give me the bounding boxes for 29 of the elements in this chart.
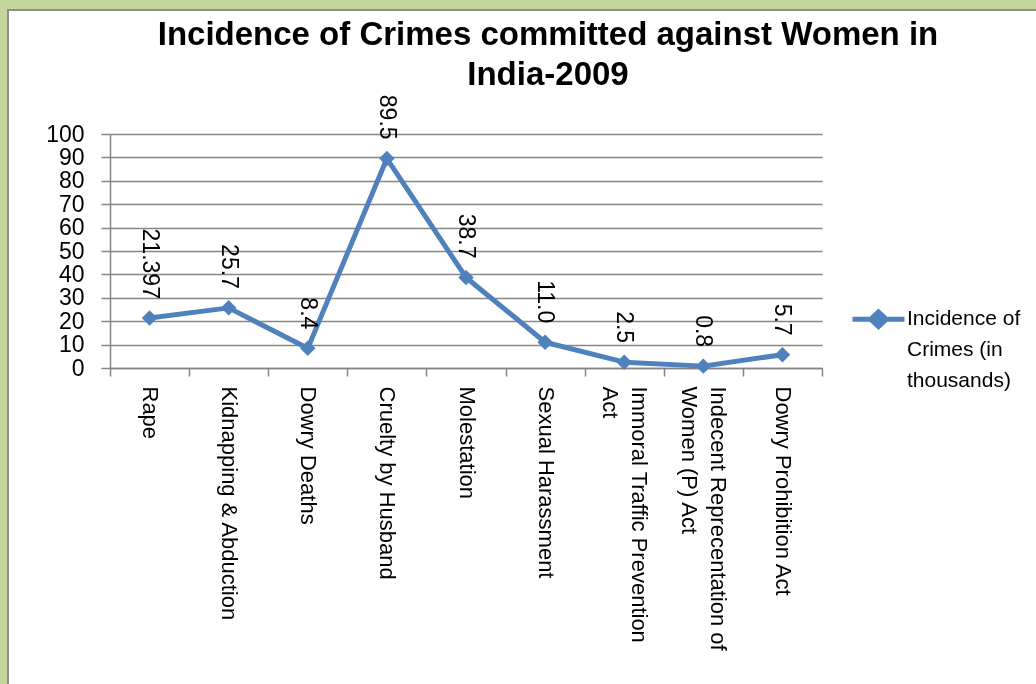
data-label: 38.7 — [454, 213, 480, 259]
point — [300, 340, 316, 357]
x-tick-label: Molestation — [454, 386, 480, 500]
x-tick-label: Rape — [138, 386, 164, 440]
x-tick-label: Sexual Harassment — [533, 386, 559, 579]
point — [458, 269, 474, 286]
x-tick-label: Cruelty by Husband — [375, 386, 401, 580]
point — [220, 300, 237, 316]
point — [774, 346, 791, 363]
point — [379, 150, 395, 167]
data-label: 8.4 — [295, 297, 322, 330]
data-label: 2.5 — [612, 311, 639, 344]
point — [141, 310, 158, 326]
point — [537, 334, 553, 351]
x-tick-label: Indecent Reprecentation of Women (P) Act — [677, 386, 732, 652]
data-label: 89.5 — [374, 94, 401, 140]
point — [616, 354, 632, 370]
x-tick-label: Dowry Prohibition Act — [770, 386, 796, 596]
x-tick-label: Dowry Deaths — [296, 386, 322, 525]
data-label: 11.0 — [533, 280, 560, 324]
x-tick-label: Kidnapping & Abduction — [217, 386, 243, 621]
data-label: 21.397 — [137, 228, 164, 299]
legend-label: Incidence of Crimes (in thousands) — [907, 306, 1021, 392]
data-label: 25.7 — [216, 244, 243, 289]
point — [695, 358, 712, 374]
x-tick-label: Immoral Traffic Prevention Act — [598, 386, 653, 643]
data-label: 0.8 — [691, 315, 718, 348]
data-label: 5.7 — [770, 303, 797, 336]
chart-title: Incidence of Crimes committed against Women in India-2009 — [157, 15, 939, 92]
